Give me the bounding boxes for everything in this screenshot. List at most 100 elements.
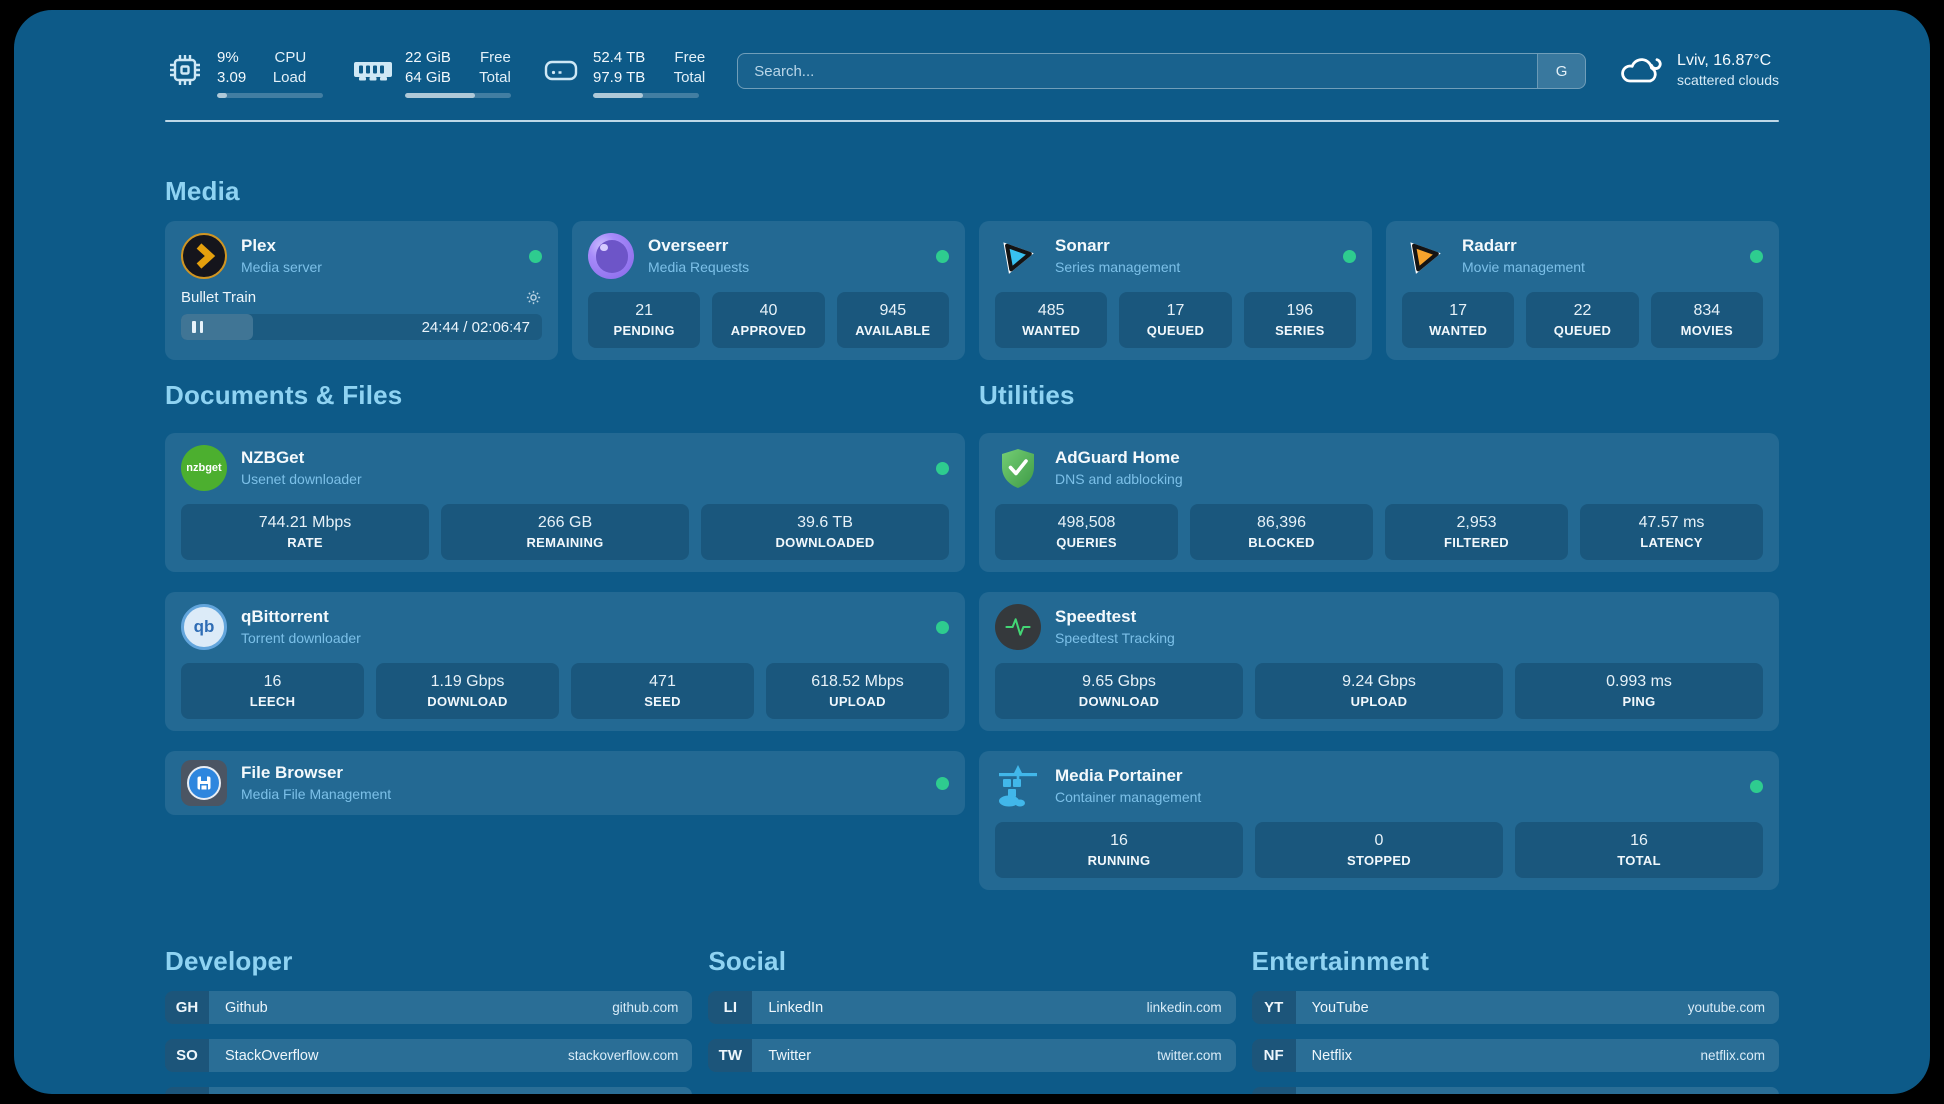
app-card-nzbget[interactable]: nzbget NZBGet Usenet downloader 744.21 M… [165, 433, 965, 572]
status-dot [1343, 249, 1356, 263]
ram-progressbar [405, 93, 511, 98]
section-title-utilities: Utilities [979, 380, 1075, 410]
section-title-developer: Developer [165, 946, 293, 976]
stat-tile: 16 TOTAL [1515, 822, 1763, 878]
stat-tile: 2,953 FILTERED [1385, 504, 1568, 560]
app-card-sonarr[interactable]: Sonarr Series management 485 WANTED 17 Q… [979, 221, 1372, 360]
bookmark-domain: twitter.com [1157, 1048, 1222, 1063]
disk-free-label: Free [674, 49, 706, 66]
stat-tile: 17 WANTED [1402, 292, 1515, 348]
bookmark-domain: netflix.com [1700, 1048, 1765, 1063]
search-bar: G [737, 53, 1587, 89]
app-card-adguard[interactable]: AdGuard Home DNS and adblocking 498,508 … [979, 433, 1779, 572]
bookmark-groups: Developer GH Github github.com SO StackO… [165, 946, 1779, 1094]
status-dot [936, 620, 949, 634]
bookmark-name: LinkedIn [768, 999, 824, 1016]
search-input[interactable] [738, 54, 1538, 88]
bookmark-group-developer: Developer GH Github github.com SO StackO… [165, 946, 693, 1094]
search-engine-button[interactable]: G [1537, 54, 1586, 88]
stat-tile: 47.57 ms LATENCY [1580, 504, 1763, 560]
nzbget-icon: nzbget [181, 445, 227, 491]
bookmark-stackoverflow[interactable]: SO StackOverflow stackoverflow.com [165, 1039, 693, 1072]
utilities-column: Utilities [979, 380, 1779, 890]
app-title: Sonarr [1055, 236, 1110, 255]
portainer-icon [995, 763, 1041, 809]
stat-tile: 834 MOVIES [1650, 292, 1763, 348]
dashboard-page: 9% 3.09 CPU Load [14, 10, 1930, 1094]
app-card-qbittorrent[interactable]: qb qBittorrent Torrent downloader 16 LEE… [165, 592, 965, 731]
ram-free-value: 22 GiB [405, 49, 451, 66]
playback-progressbar[interactable]: 24:44 / 02:06:47 [181, 314, 542, 340]
cpu-usage-value: 9% [217, 49, 239, 66]
bookmark-abbr: TW [708, 1039, 753, 1072]
cpu-progressbar [217, 93, 323, 98]
weather-widget: Lviv, 16.87°C scattered clouds [1618, 50, 1779, 89]
file-browser-icon [181, 760, 227, 806]
now-playing-title: Bullet Train [181, 289, 257, 306]
stat-tile: 196 SERIES [1243, 292, 1356, 348]
cpu-stat: 9% 3.09 CPU Load [165, 48, 323, 98]
pause-button[interactable] [192, 321, 203, 333]
media-card-grid: Plex Media server Bullet Train [165, 221, 1779, 360]
app-title: Plex [241, 236, 276, 255]
playback-time: 24:44 / 02:06:47 [421, 318, 530, 336]
stat-tile: 1.19 Gbps DOWNLOAD [376, 663, 559, 719]
stat-tile: 22 QUEUED [1526, 292, 1639, 348]
app-subtitle: Torrent downloader [241, 630, 361, 646]
status-dot [936, 249, 949, 263]
bookmark-name: YouTube [1311, 999, 1369, 1016]
disk-icon [541, 50, 581, 90]
bookmark-abbr: YT [1251, 991, 1296, 1024]
app-card-portainer[interactable]: Media Portainer Container management 16 … [979, 751, 1779, 890]
stat-tile: 17 QUEUED [1119, 292, 1232, 348]
app-subtitle: Container management [1055, 789, 1202, 805]
bookmark-github[interactable]: GH Github github.com [165, 991, 693, 1024]
bookmark-netflix[interactable]: NF Netflix netflix.com [1251, 1039, 1779, 1072]
app-card-file-browser[interactable]: File Browser Media File Management [165, 751, 965, 815]
bookmark-domain: github.com [612, 1000, 679, 1015]
app-subtitle: Usenet downloader [241, 471, 362, 487]
section-title-entertainment: Entertainment [1251, 946, 1430, 976]
stat-tile: 498,508 QUERIES [995, 504, 1178, 560]
disk-stat: 52.4 TB 97.9 TB Free Total [541, 48, 705, 98]
app-card-overseerr[interactable]: Overseerr Media Requests 21 PENDING 40 A… [572, 221, 965, 360]
bookmark-name: StackOverflow [225, 1047, 319, 1064]
cloud-icon [1618, 52, 1664, 88]
bookmark-abbr: SO [165, 1039, 209, 1072]
ram-stat: 22 GiB 64 GiB Free Total [353, 48, 511, 98]
weather-location-temp: Lviv, 16.87°C [1677, 52, 1772, 69]
cpu-load-value: 3.09 [217, 69, 247, 86]
bookmark-linkedin[interactable]: LI LinkedIn linkedin.com [708, 991, 1236, 1024]
stat-tile: 0 STOPPED [1255, 822, 1503, 878]
gear-icon[interactable] [525, 289, 542, 306]
load-label: Load [272, 69, 307, 86]
cpu-icon [165, 50, 205, 90]
app-card-radarr[interactable]: Radarr Movie management 17 WANTED 22 QUE… [1386, 221, 1779, 360]
status-dot [1750, 249, 1763, 263]
bookmark-domain: dev.to [643, 1087, 693, 1094]
bookmark-name: Reddit [1296, 1087, 1702, 1094]
plex-now-playing: Bullet Train 24:44 / 02:06:47 [181, 289, 542, 340]
app-card-speedtest[interactable]: Speedtest Speedtest Tracking 9.65 Gbps D… [979, 592, 1779, 731]
app-card-plex[interactable]: Plex Media server Bullet Train [165, 221, 558, 360]
bookmark-dev[interactable]: DT DEV dev.to [165, 1087, 693, 1094]
app-title: File Browser [241, 763, 344, 782]
stat-tile: 0.993 ms PING [1515, 663, 1763, 719]
bookmark-name: Github [225, 999, 268, 1016]
ram-total-value: 64 GiB [405, 69, 451, 86]
bookmark-name: Twitter [768, 1047, 812, 1064]
stat-tile: 471 SEED [571, 663, 754, 719]
bookmark-twitter[interactable]: TW Twitter twitter.com [708, 1039, 1236, 1072]
bookmark-domain: linkedin.com [1146, 1000, 1222, 1015]
bookmark-group-entertainment: Entertainment YT YouTube youtube.com NF … [1251, 946, 1779, 1094]
overseerr-icon [588, 233, 634, 279]
section-title-media: Media [165, 176, 240, 206]
sonarr-icon [995, 233, 1041, 279]
disk-free-value: 52.4 TB [593, 49, 646, 66]
bookmark-abbr: GH [165, 991, 209, 1024]
app-subtitle: Media Requests [648, 259, 750, 275]
section-title-social: Social [708, 946, 787, 976]
bookmark-youtube[interactable]: YT YouTube youtube.com [1251, 991, 1779, 1024]
bookmark-reddit[interactable]: RE Reddit reddit.com [1251, 1087, 1779, 1094]
plex-icon [181, 233, 227, 279]
